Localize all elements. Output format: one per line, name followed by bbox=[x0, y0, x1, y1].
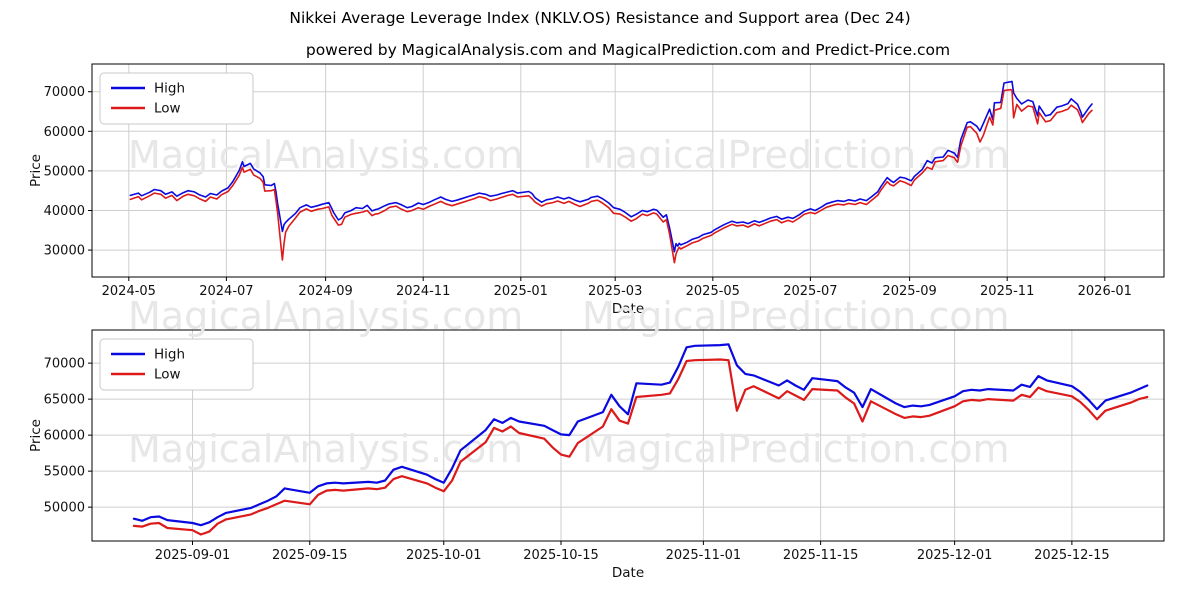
chart-panel-1: 2024-05 2024-07 2024-09 2024-11 2025-01 2025-… bbox=[28, 63, 1165, 317]
legend-label: High bbox=[154, 347, 185, 363]
legend-box bbox=[99, 338, 254, 391]
x-tick-label: 2025-03 bbox=[588, 284, 642, 299]
watermark-text: MagicalPrediction.com bbox=[582, 294, 1010, 338]
y-tick-label: 50000 bbox=[44, 164, 85, 179]
legend-label: Low bbox=[154, 101, 181, 117]
x-tick-label: 2025-05 bbox=[686, 284, 740, 299]
x-tick-label: 2024-09 bbox=[298, 284, 352, 299]
x-tick-label: 2025-09-15 bbox=[272, 548, 348, 563]
chart-panel-2: 2025-09-01 2025-09-15 2025-10-01 2025-10-15… bbox=[28, 329, 1165, 581]
legend-label: High bbox=[154, 81, 185, 97]
y-tick-label: 60000 bbox=[44, 125, 85, 140]
chart-subtitle: powered by MagicalAnalysis.com and Magic… bbox=[305, 41, 951, 59]
y-tick-label: 70000 bbox=[44, 85, 85, 100]
x-tick-label: 2025-07 bbox=[783, 284, 837, 299]
series-line-low bbox=[132, 358, 1149, 536]
x-tick-label: 2026-01 bbox=[1078, 284, 1132, 299]
y-axis-label: Price bbox=[28, 154, 44, 187]
y-tick-label: 55000 bbox=[44, 465, 85, 480]
legend: High Low bbox=[99, 72, 254, 125]
legend-box bbox=[99, 72, 254, 125]
y-axis-label: Price bbox=[28, 419, 44, 452]
y-tick-label: 30000 bbox=[44, 244, 85, 259]
x-tick-label: 2025-12-15 bbox=[1034, 548, 1110, 563]
series-line-low bbox=[129, 88, 1093, 264]
y-tick-label: 60000 bbox=[44, 429, 85, 444]
x-tick-label: 2025-09-01 bbox=[155, 548, 231, 563]
x-tick-label: 2024-07 bbox=[199, 284, 253, 299]
watermark-text: MagicalAnalysis.com bbox=[128, 133, 523, 177]
x-axis-label: Date bbox=[612, 301, 644, 317]
x-tick-label: 2025-10-01 bbox=[406, 548, 482, 563]
x-tick-label: 2025-12-01 bbox=[917, 548, 993, 563]
watermark-text: MagicalAnalysis.com bbox=[128, 427, 523, 471]
watermark-text: MagicalPrediction.com bbox=[582, 133, 1010, 177]
watermark-text: MagicalAnalysis.com bbox=[128, 294, 523, 338]
x-tick-label: 2024-11 bbox=[396, 284, 450, 299]
chart-title: Nikkei Average Leverage Index (NKLV.OS) … bbox=[289, 9, 911, 27]
plot-frame bbox=[91, 329, 1165, 542]
x-tick-label: 2025-09 bbox=[882, 284, 936, 299]
watermark-text: MagicalPrediction.com bbox=[582, 427, 1010, 471]
plot-frame bbox=[91, 63, 1165, 278]
y-tick-label: 70000 bbox=[44, 357, 85, 372]
series-line-high bbox=[132, 343, 1149, 527]
y-tick-label: 40000 bbox=[44, 204, 85, 219]
x-tick-label: 2025-01 bbox=[494, 284, 548, 299]
x-axis-label: Date bbox=[612, 565, 644, 581]
x-tick-label: 2025-11 bbox=[980, 284, 1034, 299]
x-tick-label: 2025-10-15 bbox=[523, 548, 599, 563]
x-tick-label: 2025-11-01 bbox=[666, 548, 742, 563]
series-line-high bbox=[129, 80, 1093, 253]
legend-label: Low bbox=[154, 367, 181, 383]
y-tick-label: 65000 bbox=[44, 393, 85, 408]
y-tick-label: 50000 bbox=[44, 501, 85, 516]
legend: High Low bbox=[99, 338, 254, 391]
x-tick-label: 2025-11-15 bbox=[783, 548, 859, 563]
x-tick-label: 2024-05 bbox=[102, 284, 156, 299]
